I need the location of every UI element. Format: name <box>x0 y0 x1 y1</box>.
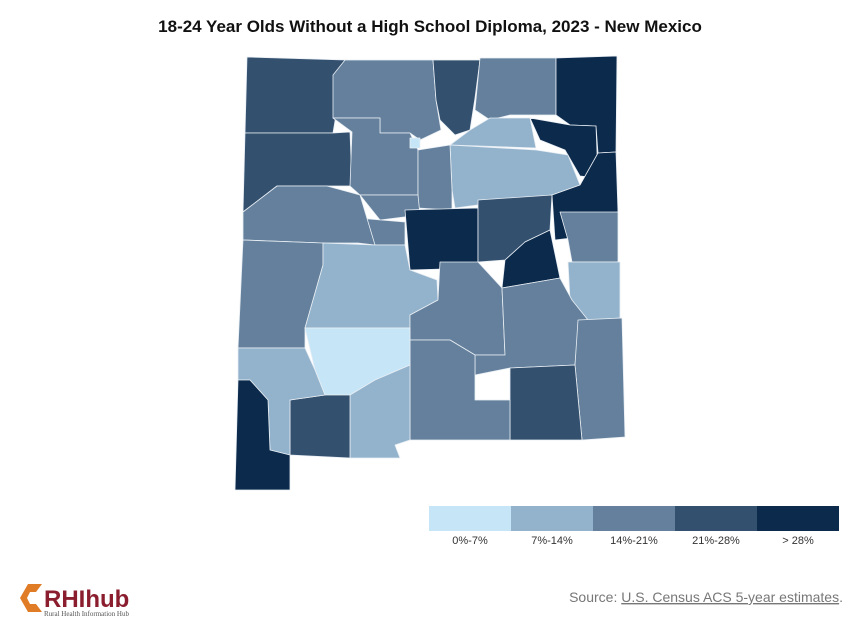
legend-label: > 28% <box>782 535 814 547</box>
map-title: 18-24 Year Olds Without a High School Di… <box>158 17 702 36</box>
legend-label: 7%-14% <box>531 535 573 547</box>
legend-swatch <box>675 506 757 531</box>
legend-swatch <box>757 506 839 531</box>
county <box>409 137 421 149</box>
source-suffix: . <box>839 589 843 605</box>
source-link[interactable]: U.S. Census ACS 5-year estimates <box>621 589 839 605</box>
county <box>404 207 479 271</box>
county <box>349 364 411 459</box>
county <box>409 339 511 441</box>
legend-label: 14%-21% <box>610 535 658 547</box>
logo-icon <box>20 584 42 612</box>
logo: RHIhub Rural Health Information Hub <box>20 584 129 618</box>
legend: 0%-7% 7%-14% 14%-21% 21%-28% > 28% <box>429 506 839 547</box>
legend-label: 0%-7% <box>452 535 488 547</box>
legend-label: 21%-28% <box>692 535 740 547</box>
county <box>559 211 619 263</box>
logo-name: RHIhub <box>44 586 129 613</box>
source-prefix: Source: <box>569 589 617 605</box>
source-note: Source: U.S. Census ACS 5-year estimates… <box>569 589 843 605</box>
legend-swatch <box>593 506 675 531</box>
county <box>574 317 626 441</box>
county <box>449 117 537 149</box>
county <box>244 56 346 134</box>
logo-tagline: Rural Health Information Hub <box>44 610 129 618</box>
county <box>555 55 618 154</box>
county <box>289 394 351 459</box>
county <box>509 364 583 441</box>
legend-swatch <box>511 506 593 531</box>
county <box>417 144 453 211</box>
county <box>474 57 557 121</box>
county-map <box>234 55 626 491</box>
county <box>234 379 291 491</box>
legend-swatch <box>429 506 511 531</box>
